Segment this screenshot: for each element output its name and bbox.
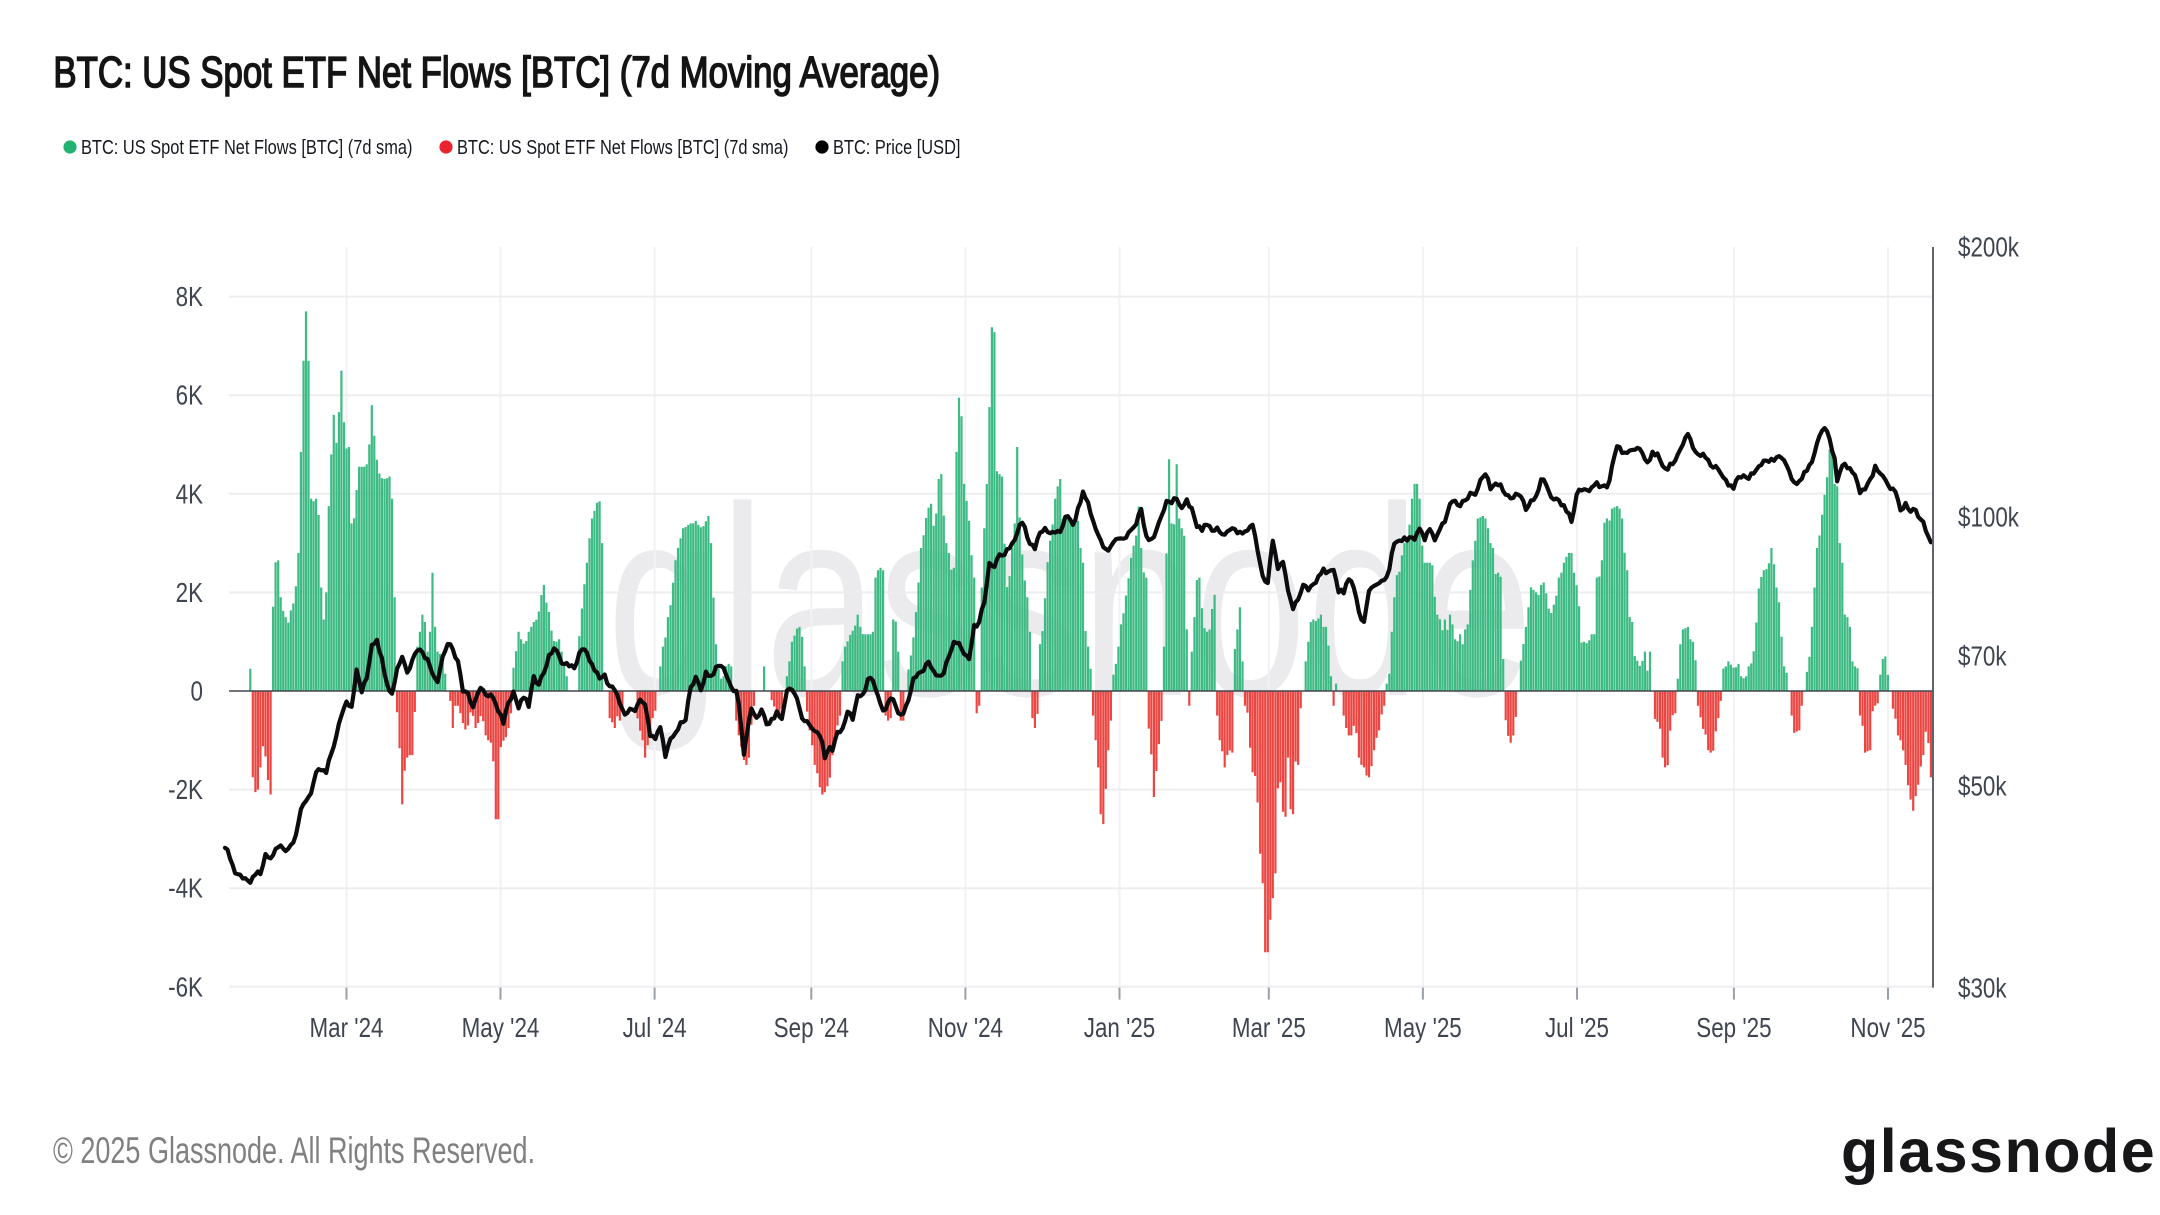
svg-text:6K: 6K <box>176 380 203 411</box>
svg-text:2K: 2K <box>176 578 203 609</box>
svg-text:$30k: $30k <box>1958 973 2007 1004</box>
svg-text:$100k: $100k <box>1958 502 2019 533</box>
svg-text:Mar '25: Mar '25 <box>1232 1013 1306 1044</box>
svg-text:© 2025 Glassnode. All Rights R: © 2025 Glassnode. All Rights Reserved. <box>53 1130 535 1171</box>
svg-text:May '24: May '24 <box>462 1013 540 1044</box>
svg-text:4K: 4K <box>176 479 203 510</box>
svg-text:BTC: US Spot ETF Net Flows [BT: BTC: US Spot ETF Net Flows [BTC] (7d sma… <box>81 135 412 158</box>
svg-text:BTC: Price [USD]: BTC: Price [USD] <box>833 135 960 158</box>
svg-text:May '25: May '25 <box>1384 1013 1462 1044</box>
svg-text:Jan '25: Jan '25 <box>1084 1013 1156 1044</box>
svg-text:Nov '24: Nov '24 <box>928 1013 1003 1044</box>
svg-text:Sep '25: Sep '25 <box>1696 1013 1771 1044</box>
svg-text:8K: 8K <box>176 282 203 313</box>
svg-text:Mar '24: Mar '24 <box>310 1013 384 1044</box>
svg-text:Nov '25: Nov '25 <box>1850 1013 1925 1044</box>
svg-text:BTC: US Spot ETF Net Flows [BT: BTC: US Spot ETF Net Flows [BTC] (7d sma… <box>457 135 788 158</box>
svg-text:0: 0 <box>191 676 203 707</box>
svg-text:Jul '24: Jul '24 <box>623 1013 687 1044</box>
svg-text:Sep '24: Sep '24 <box>774 1013 849 1044</box>
svg-text:-6K: -6K <box>168 972 203 1003</box>
svg-text:$50k: $50k <box>1958 771 2007 802</box>
svg-text:-2K: -2K <box>168 775 203 806</box>
svg-text:Jul '25: Jul '25 <box>1545 1013 1609 1044</box>
svg-text:-4K: -4K <box>168 873 203 904</box>
svg-text:$200k: $200k <box>1958 232 2019 263</box>
svg-text:$70k: $70k <box>1958 641 2007 672</box>
svg-text:glassnode: glassnode <box>1841 1117 2156 1185</box>
svg-text:BTC: US Spot ETF Net Flows [BT: BTC: US Spot ETF Net Flows [BTC] (7d Mov… <box>53 48 940 97</box>
